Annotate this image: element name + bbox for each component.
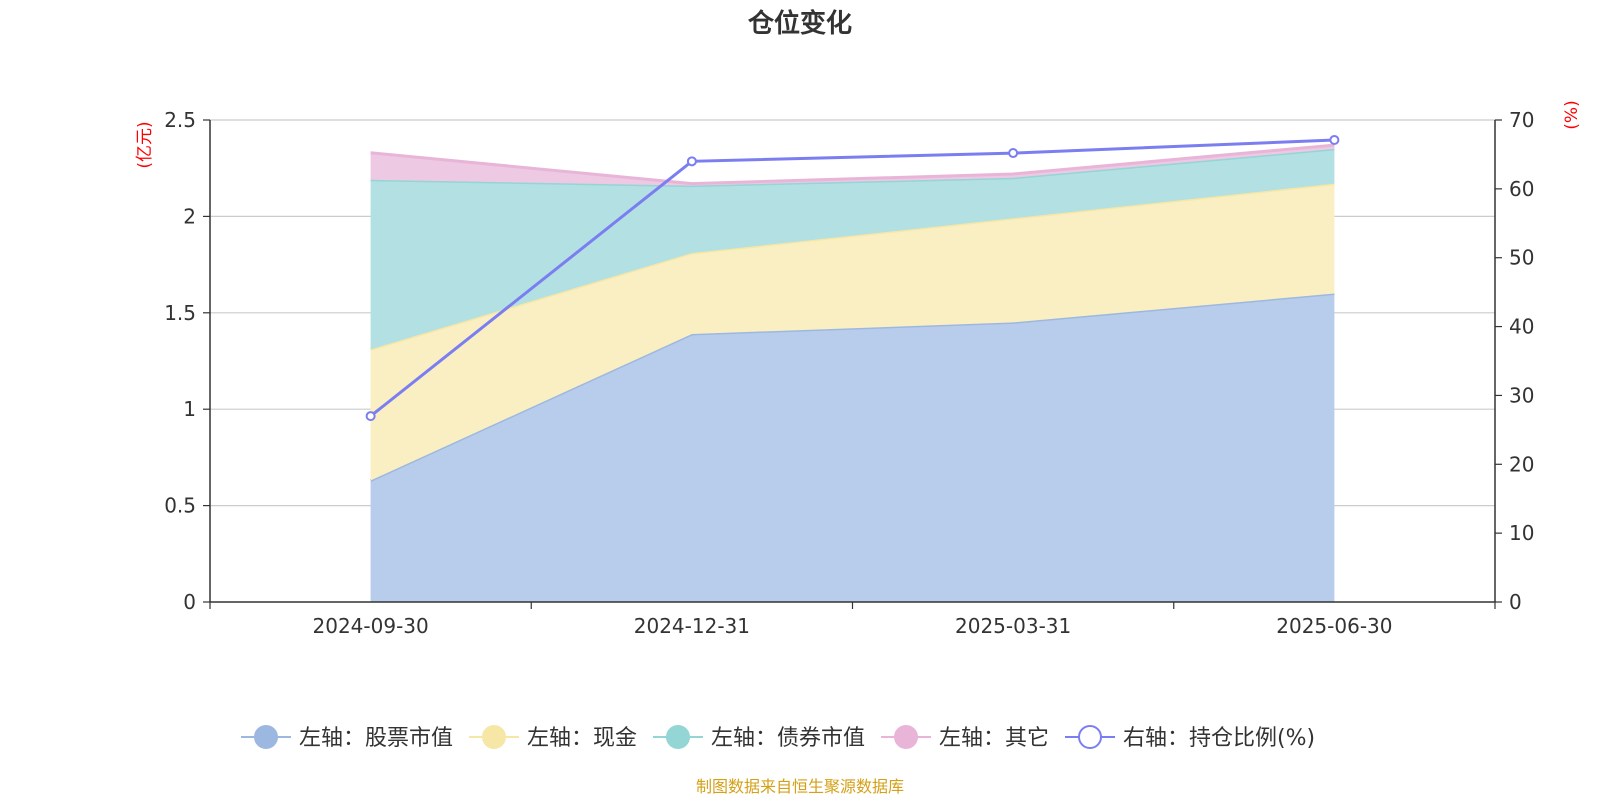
legend-marker bbox=[254, 725, 278, 749]
data-source-note: 制图数据来自恒生聚源数据库 bbox=[696, 777, 904, 796]
right-axis-unit: (%) bbox=[1562, 100, 1582, 129]
x-axis-tick-label: 2024-09-30 bbox=[313, 614, 429, 638]
left-axis-tick-label: 1 bbox=[183, 397, 196, 421]
legend-marker bbox=[1078, 725, 1102, 749]
stacked-areas bbox=[369, 143, 1335, 602]
legend-label: 左轴：现金 bbox=[527, 726, 637, 751]
x-axis-tick-label: 2024-12-31 bbox=[634, 614, 750, 638]
legend-item-4: 左轴：其它 bbox=[881, 725, 1049, 751]
left-axis-tick-label: 1.5 bbox=[164, 301, 196, 325]
legend-item-1: 左轴：股票市值 bbox=[241, 725, 453, 751]
left-axis-tick-label: 0.5 bbox=[164, 494, 196, 518]
legend-label: 左轴：股票市值 bbox=[299, 726, 453, 751]
legend-label: 左轴：债券市值 bbox=[711, 726, 865, 751]
right-axis-tick-label: 70 bbox=[1509, 108, 1534, 132]
ratio-point bbox=[365, 411, 376, 422]
area-series-1 bbox=[370, 293, 1335, 602]
left-axis-tick-label: 2 bbox=[183, 204, 196, 228]
ratio-line bbox=[369, 138, 1335, 418]
legend-label: 右轴：持仓比例(%) bbox=[1123, 726, 1315, 751]
x-axis-tick-label: 2025-03-31 bbox=[955, 614, 1071, 638]
legend: 左轴：股票市值 左轴：现金 左轴：债券市值 左轴：其它 右轴：持仓比例(%) bbox=[241, 725, 1315, 751]
ratio-point bbox=[686, 156, 697, 167]
area-series-3 bbox=[370, 148, 1335, 350]
right-axis-tick-label: 60 bbox=[1509, 177, 1534, 201]
legend-item-2: 左轴：现金 bbox=[469, 725, 637, 751]
left-axis-unit: (亿元) bbox=[135, 121, 155, 168]
right-axis-tick-label: 40 bbox=[1509, 315, 1534, 339]
legend-item-3: 左轴：债券市值 bbox=[653, 725, 865, 751]
legend-marker bbox=[482, 725, 506, 749]
right-axis-tick-label: 0 bbox=[1509, 590, 1522, 614]
x-axis-tick-label: 2025-06-30 bbox=[1276, 614, 1392, 638]
left-axis-tick-label: 2.5 bbox=[164, 108, 196, 132]
right-axis-tick-label: 30 bbox=[1509, 383, 1534, 407]
legend-marker bbox=[666, 725, 690, 749]
left-axis-tick-label: 0 bbox=[183, 590, 196, 614]
area-series-2 bbox=[370, 183, 1335, 481]
legend-marker bbox=[894, 725, 918, 749]
right-axis-tick-label: 50 bbox=[1509, 246, 1534, 270]
axes: 0 0.5 1 1.5 2 2.5 0 10 20 30 40 50 60 70 2024-09-30 202… bbox=[164, 108, 1534, 638]
ratio-line-layer bbox=[365, 134, 1340, 422]
legend-label: 左轴：其它 bbox=[939, 726, 1049, 751]
right-axis-tick-label: 20 bbox=[1509, 452, 1534, 476]
chart-title: 仓位变化 bbox=[747, 8, 852, 39]
ratio-point bbox=[1008, 148, 1019, 159]
area-series-4 bbox=[370, 145, 1335, 186]
right-axis-tick-label: 10 bbox=[1509, 521, 1534, 545]
area-series-edge-4 bbox=[370, 143, 1335, 186]
ratio-point bbox=[1329, 134, 1340, 145]
legend-item-5: 右轴：持仓比例(%) bbox=[1065, 725, 1315, 751]
